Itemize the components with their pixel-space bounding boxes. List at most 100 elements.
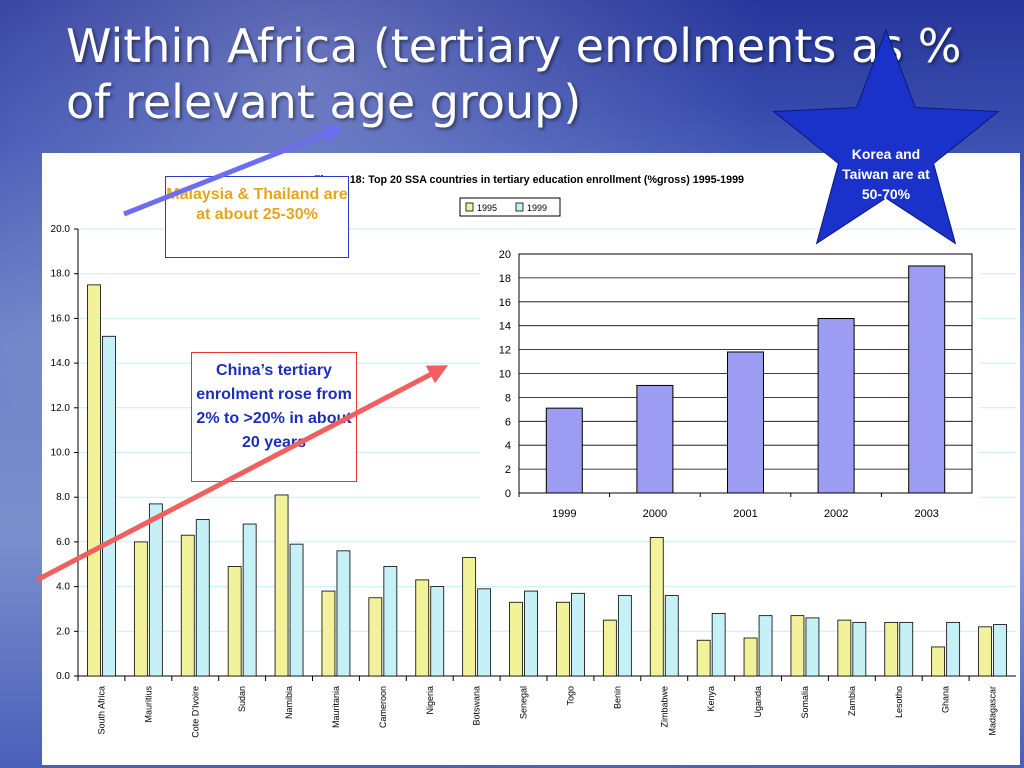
bar-1995 xyxy=(884,621,899,677)
bar-1995 xyxy=(509,601,523,677)
bar-1995 xyxy=(368,597,383,677)
category-label: Nigeria xyxy=(425,686,435,715)
legend-swatch xyxy=(465,202,474,212)
slide-title: Within Africa (tertiary enrolments as % … xyxy=(66,19,962,129)
category-label: Lesotho xyxy=(894,686,904,718)
bar-1999 xyxy=(571,592,585,677)
bar-1999 xyxy=(102,335,116,677)
red-arrow xyxy=(35,365,449,583)
korea-star xyxy=(772,28,1000,245)
main-chart-title: Figure 18: Top 20 SSA countries in terti… xyxy=(314,174,744,186)
bar-1995 xyxy=(227,566,242,677)
bar-1999 xyxy=(993,624,1007,677)
bar-1995 xyxy=(274,494,289,677)
category-label: Zimbabwe xyxy=(659,686,669,728)
inset-y-tick-label: 20 xyxy=(499,249,511,261)
category-label: Kenya xyxy=(706,686,716,712)
inset-category-label: 2002 xyxy=(824,508,848,520)
bar-1995 xyxy=(837,619,852,677)
inset-y-tick-label: 12 xyxy=(499,345,511,357)
inset-category-label: 2000 xyxy=(643,508,667,520)
y-tick-label: 20.0 xyxy=(51,224,71,235)
y-tick-label: 14.0 xyxy=(51,358,71,369)
inset-y-tick-label: 10 xyxy=(499,369,511,381)
y-tick-label: 2.0 xyxy=(56,626,70,637)
legend-label: 1995 xyxy=(477,203,497,213)
legend-box xyxy=(459,197,561,217)
inset-bar xyxy=(727,351,764,494)
category-label: Ghana xyxy=(941,686,951,713)
bar-1995 xyxy=(931,646,946,677)
malaysia-callout: Malaysia & Thailand are at about 25-30% xyxy=(165,176,349,258)
category-label: Zambia xyxy=(847,686,857,716)
inset-bar xyxy=(545,407,583,494)
bar-1999 xyxy=(430,586,445,677)
inset-y-tick-label: 18 xyxy=(499,273,511,285)
inset-y-tick-label: 0 xyxy=(505,488,511,500)
bar-1999 xyxy=(148,503,163,677)
legend: 1995 1999 xyxy=(459,197,561,217)
category-label: Somalia xyxy=(800,686,810,719)
bar-1999 xyxy=(617,595,632,677)
korea-star-label: Korea and Taiwan are at 50-70% xyxy=(842,146,930,202)
bar-1995 xyxy=(649,537,664,677)
blue-arrow xyxy=(123,125,344,217)
inset-bar xyxy=(908,265,946,494)
inset-y-tick-label: 2 xyxy=(505,464,511,476)
category-label: Mauritius xyxy=(143,686,153,723)
bar-1995 xyxy=(415,579,430,677)
category-label: Mauritania xyxy=(331,686,341,728)
y-tick-label: 18.0 xyxy=(51,269,71,280)
bar-1999 xyxy=(289,543,304,677)
y-tick-label: 12.0 xyxy=(51,403,71,414)
category-label: Senegal xyxy=(519,686,529,719)
inset-category-label: 2001 xyxy=(733,508,757,520)
bar-1999 xyxy=(899,621,914,677)
bar-1999 xyxy=(711,613,726,677)
inset-y-tick-label: 6 xyxy=(505,416,511,428)
bar-1999 xyxy=(477,588,492,677)
category-label: Cameroon xyxy=(378,686,388,728)
bar-1995 xyxy=(790,615,805,677)
category-label: Cote D'Ivoire xyxy=(190,686,200,738)
bar-1999 xyxy=(242,523,257,677)
y-tick-label: 6.0 xyxy=(56,537,70,548)
inset-bar xyxy=(817,318,855,494)
bar-1995 xyxy=(696,639,711,677)
y-tick-label: 8.0 xyxy=(56,492,70,503)
y-tick-label: 0.0 xyxy=(56,671,70,682)
bar-1995 xyxy=(462,557,477,677)
category-label: Uganda xyxy=(753,686,763,718)
category-label: Sudan xyxy=(237,686,247,712)
legend-label: 1999 xyxy=(527,203,547,213)
bar-1995 xyxy=(321,590,336,677)
legend-swatch xyxy=(515,202,524,212)
bar-1999 xyxy=(195,519,210,677)
y-tick-label: 16.0 xyxy=(51,313,71,324)
category-label: Botswana xyxy=(472,686,482,726)
bar-1999 xyxy=(946,621,961,677)
inset-category-label: 1999 xyxy=(552,508,576,520)
inset-y-tick-label: 14 xyxy=(499,321,511,333)
bar-1995 xyxy=(556,601,570,677)
bar-1995 xyxy=(133,541,148,677)
inset-y-tick-label: 8 xyxy=(505,392,511,404)
category-label: Namibia xyxy=(284,686,294,719)
inset-y-tick-label: 16 xyxy=(499,297,511,309)
inset-bar xyxy=(636,384,674,494)
bar-1995 xyxy=(180,534,195,677)
category-label: Togo xyxy=(565,686,575,706)
bar-1995 xyxy=(87,284,101,677)
bar-1999 xyxy=(336,550,351,677)
category-label: South Africa xyxy=(96,686,106,735)
bar-1995 xyxy=(602,619,617,677)
bar-1999 xyxy=(852,621,867,677)
category-label: Benin xyxy=(612,686,622,709)
bar-1999 xyxy=(383,566,398,677)
inset-y-tick-label: 4 xyxy=(505,440,511,452)
bar-1995 xyxy=(978,626,992,677)
bar-1999 xyxy=(524,590,538,677)
category-label: Madagascar xyxy=(988,686,998,736)
